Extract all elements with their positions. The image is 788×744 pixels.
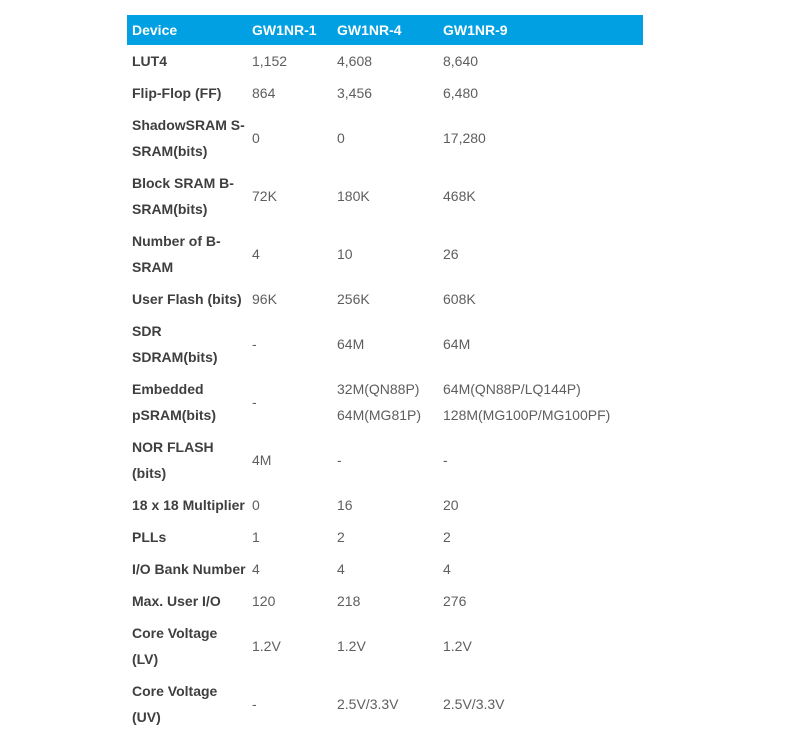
row-label: ShadowSRAM S- SRAM(bits) (132, 117, 245, 159)
table-row: SDR SDRAM(bits) - 64M 64M (127, 315, 643, 373)
column-header-gw1nr-9: GW1NR-9 (443, 15, 643, 45)
row-label: Core Voltage (LV) (132, 625, 218, 667)
cell-gw1nr-4: 2.5V/3.3V (337, 696, 399, 712)
cell-gw1nr-4: 180K (337, 188, 370, 204)
table-row: NOR FLASH (bits) 4M - - (127, 431, 643, 489)
cell-gw1nr-1: 1.2V (252, 638, 281, 654)
device-comparison-section: Device GW1NR-1 GW1NR-4 GW1NR-9 LUT4 1,15… (127, 15, 643, 733)
cell-gw1nr-1: 1,152 (252, 53, 288, 69)
table-row: Block SRAM B- SRAM(bits) 72K 180K 468K (127, 167, 643, 225)
cell-gw1nr-1: 120 (252, 593, 276, 609)
cell-gw1nr-1: 0 (252, 497, 260, 513)
row-label: LUT4 (132, 53, 167, 69)
cell-gw1nr-1: 4 (252, 561, 260, 577)
cell-gw1nr-9: 4 (443, 561, 451, 577)
row-label: 18 x 18 Multiplier (132, 497, 245, 513)
row-label: PLLs (132, 529, 167, 545)
table-row: Core Voltage (UV) - 2.5V/3.3V 2.5V/3.3V (127, 675, 643, 733)
cell-gw1nr-4: 64M (337, 336, 365, 352)
cell-gw1nr-4: 4,608 (337, 53, 373, 69)
table-row: Embedded pSRAM(bits) - 32M(QN88P) 64M(MG… (127, 373, 643, 431)
row-label: Block SRAM B- SRAM(bits) (132, 175, 234, 217)
cell-gw1nr-9: 2.5V/3.3V (443, 696, 505, 712)
cell-gw1nr-9: 20 (443, 497, 459, 513)
table-header: Device GW1NR-1 GW1NR-4 GW1NR-9 (127, 15, 643, 45)
table-row: Flip-Flop (FF) 864 3,456 6,480 (127, 77, 643, 109)
cell-gw1nr-1: 0 (252, 130, 260, 146)
row-label: SDR SDRAM(bits) (132, 323, 218, 365)
cell-gw1nr-4: 1.2V (337, 638, 366, 654)
row-label: I/O Bank Number (132, 561, 246, 577)
cell-gw1nr-4: 32M(QN88P) 64M(MG81P) (337, 381, 422, 423)
cell-gw1nr-1: 864 (252, 85, 276, 101)
cell-gw1nr-1: 1 (252, 529, 260, 545)
table-row: Number of B- SRAM 4 10 26 (127, 225, 643, 283)
column-header-gw1nr-1: GW1NR-1 (252, 15, 337, 45)
cell-gw1nr-9: 2 (443, 529, 451, 545)
header-row: Device GW1NR-1 GW1NR-4 GW1NR-9 (127, 15, 643, 45)
cell-gw1nr-9: 468K (443, 188, 476, 204)
cell-gw1nr-4: 16 (337, 497, 353, 513)
cell-gw1nr-9: 8,640 (443, 53, 479, 69)
cell-gw1nr-9: 6,480 (443, 85, 479, 101)
device-comparison-table: Device GW1NR-1 GW1NR-4 GW1NR-9 LUT4 1,15… (127, 15, 643, 733)
cell-gw1nr-1: - (252, 394, 257, 410)
cell-gw1nr-9: 1.2V (443, 638, 472, 654)
cell-gw1nr-4: 3,456 (337, 85, 373, 101)
row-label: Max. User I/O (132, 593, 221, 609)
row-label: Embedded pSRAM(bits) (132, 381, 216, 423)
cell-gw1nr-9: 26 (443, 246, 459, 262)
cell-gw1nr-4: 0 (337, 130, 345, 146)
table-row: I/O Bank Number 4 4 4 (127, 553, 643, 585)
column-header-device: Device (127, 15, 252, 45)
cell-gw1nr-9: 608K (443, 291, 476, 307)
cell-gw1nr-9: - (443, 452, 448, 468)
table-body: LUT4 1,152 4,608 8,640 Flip-Flop (FF) 86… (127, 45, 643, 733)
cell-gw1nr-1: 72K (252, 188, 277, 204)
cell-gw1nr-9: 64M(QN88P/LQ144P) 128M(MG100P/MG100PF) (443, 381, 611, 423)
cell-gw1nr-1: 4 (252, 246, 260, 262)
cell-gw1nr-9: 276 (443, 593, 467, 609)
cell-gw1nr-1: 96K (252, 291, 277, 307)
column-header-gw1nr-4: GW1NR-4 (337, 15, 443, 45)
table-row: ShadowSRAM S- SRAM(bits) 0 0 17,280 (127, 109, 643, 167)
table-row: LUT4 1,152 4,608 8,640 (127, 45, 643, 77)
cell-gw1nr-4: 4 (337, 561, 345, 577)
table-row: Core Voltage (LV) 1.2V 1.2V 1.2V (127, 617, 643, 675)
cell-gw1nr-1: - (252, 696, 257, 712)
table-row: 18 x 18 Multiplier 0 16 20 (127, 489, 643, 521)
cell-gw1nr-1: 4M (252, 452, 272, 468)
row-label: Core Voltage (UV) (132, 683, 218, 725)
cell-gw1nr-9: 17,280 (443, 130, 486, 146)
row-label: Flip-Flop (FF) (132, 85, 222, 101)
table-row: PLLs 1 2 2 (127, 521, 643, 553)
cell-gw1nr-4: - (337, 452, 342, 468)
cell-gw1nr-9: 64M (443, 336, 471, 352)
cell-gw1nr-1: - (252, 336, 257, 352)
cell-gw1nr-4: 2 (337, 529, 345, 545)
table-row: Max. User I/O 120 218 276 (127, 585, 643, 617)
table-row: User Flash (bits) 96K 256K 608K (127, 283, 643, 315)
cell-gw1nr-4: 256K (337, 291, 370, 307)
row-label: User Flash (bits) (132, 291, 242, 307)
cell-gw1nr-4: 10 (337, 246, 353, 262)
row-label: NOR FLASH (bits) (132, 439, 214, 481)
cell-gw1nr-4: 218 (337, 593, 361, 609)
row-label: Number of B- SRAM (132, 233, 221, 275)
